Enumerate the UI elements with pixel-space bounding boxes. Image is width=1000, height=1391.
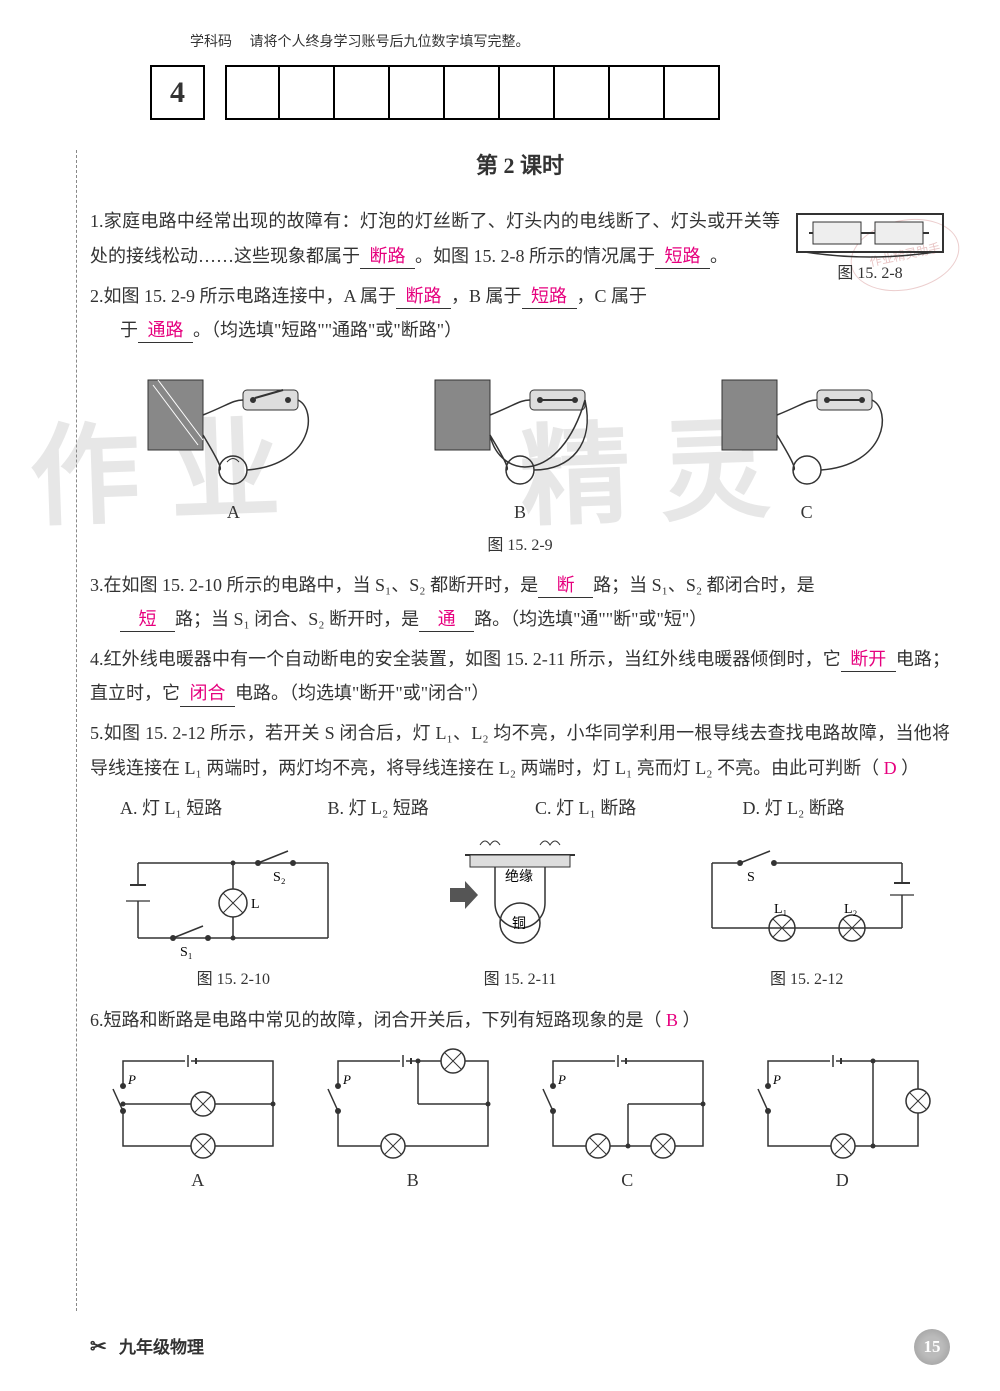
svg-text:L₂: L₂ xyxy=(844,902,858,917)
q-text: 路；当 S₁ 闭合、S₂ 断开时，是 xyxy=(175,609,419,629)
sub-label: C xyxy=(663,495,950,529)
q-number: 2. xyxy=(90,286,104,306)
svg-text:P: P xyxy=(772,1072,781,1087)
q-number: 3. xyxy=(90,575,104,595)
code-box[interactable] xyxy=(610,65,665,120)
cut-line xyxy=(76,150,77,1311)
sub-label: A xyxy=(90,495,377,529)
svg-text:铜: 铜 xyxy=(512,916,526,932)
svg-text:S₁: S₁ xyxy=(180,945,193,960)
question-3: 3.在如图 15. 2-10 所示的电路中，当 S₁、S₂ 都断开时，是断路；当… xyxy=(90,568,950,636)
q-text: ，C 属于 xyxy=(577,286,648,306)
q-text: ） xyxy=(683,1010,701,1030)
option-d: D. 灯 L₂ 断路 xyxy=(743,791,951,825)
code-box-subject: 4 xyxy=(150,65,205,120)
option-a: A. 灯 L₁ 短路 xyxy=(120,791,328,825)
q-text: 电路。（均选填"断开"或"闭合"） xyxy=(235,683,489,703)
label-b: B xyxy=(407,1163,419,1197)
grade-label: 九年级物理 xyxy=(119,1338,204,1357)
code-box[interactable] xyxy=(555,65,610,120)
svg-text:P: P xyxy=(557,1072,566,1087)
code-box-row: 4 xyxy=(150,65,950,120)
q-text: 。如图 15. 2-8 所示的情况属于 xyxy=(415,246,655,266)
label-instruction: 请将个人终身学习账号后九位数字填写完整。 xyxy=(250,35,530,50)
svg-text:P: P xyxy=(342,1072,351,1087)
answer-blank: 通 xyxy=(419,608,474,632)
answer-blank: 短 xyxy=(120,608,175,632)
answer-choice: D xyxy=(884,758,897,778)
figure-caption: 图 15. 2-12 xyxy=(663,965,950,995)
svg-text:L₁: L₁ xyxy=(774,902,787,917)
code-box[interactable] xyxy=(390,65,445,120)
svg-text:S₂: S₂ xyxy=(273,870,286,885)
q-text: 路。（均选填"通""断"或"短"） xyxy=(474,609,707,629)
figure-caption: 图 15. 2-11 xyxy=(377,965,664,995)
sub-label: B xyxy=(377,495,664,529)
option-c: C. 灯 L₁ 断路 xyxy=(535,791,743,825)
q-text: 。 xyxy=(710,246,728,266)
code-box[interactable] xyxy=(445,65,500,120)
lesson-title: 第 2 课时 xyxy=(90,145,950,187)
answer-blank: 断 xyxy=(538,574,593,598)
option-b: B. 灯 L₂ 短路 xyxy=(328,791,536,825)
q5-options: A. 灯 L₁ 短路 B. 灯 L₂ 短路 C. 灯 L₁ 断路 D. 灯 L₂… xyxy=(120,791,950,825)
answer-choice: B xyxy=(666,1010,678,1030)
figure-15-2-9: A B xyxy=(90,355,950,529)
q-text: 路；当 S₁、S₂ 都闭合时，是 xyxy=(593,575,815,595)
answer-blank: 断路 xyxy=(396,285,451,309)
q6-labels: A B C D xyxy=(90,1163,950,1197)
code-box[interactable] xyxy=(335,65,390,120)
q-number: 4. xyxy=(90,649,104,669)
label-a: A xyxy=(191,1163,204,1197)
question-4: 4.红外线电暖器中有一个自动断电的安全装置，如图 15. 2-11 所示，当红外… xyxy=(90,642,950,710)
svg-text:L: L xyxy=(251,897,260,912)
q-text: 红外线电暖器中有一个自动断电的安全装置，如图 15. 2-11 所示，当红外线电… xyxy=(104,649,841,669)
q-number: 6. xyxy=(90,1010,104,1030)
code-box[interactable] xyxy=(225,65,280,120)
q-text: 如图 15. 2-12 所示，若开关 S 闭合后，灯 L₁、L₂ 均不亮，小华同… xyxy=(90,723,950,777)
answer-blank: 闭合 xyxy=(180,682,235,706)
code-box[interactable] xyxy=(500,65,555,120)
answer-blank: 断路 xyxy=(360,245,415,269)
q-text: ，B 属于 xyxy=(451,286,522,306)
svg-text:绝缘: 绝缘 xyxy=(505,869,533,885)
figure-row-10-11-12: S₂ S₁ L 图 15. 2-10 xyxy=(90,833,950,1001)
q-text: 。（均选填"短路""通路"或"断路"） xyxy=(193,320,462,340)
svg-text:P: P xyxy=(127,1072,136,1087)
figure-caption: 图 15. 2-10 xyxy=(90,965,377,995)
question-6: 6.短路和断路是电路中常见的故障，闭合开关后，下列有短路现象的是（ B ） xyxy=(90,1003,950,1037)
page-number: 15 xyxy=(914,1329,950,1365)
scissor-icon: ✂ xyxy=(90,1336,107,1358)
q6-circuits: P P xyxy=(90,1046,950,1161)
page-footer: ✂ 九年级物理 15 xyxy=(90,1328,950,1366)
label-d: D xyxy=(836,1163,849,1197)
code-box[interactable] xyxy=(665,65,720,120)
label-c: C xyxy=(621,1163,633,1197)
figure-15-2-8: 图 15. 2-8 xyxy=(790,204,950,289)
q-text: 短路和断路是电路中常见的故障，闭合开关后，下列有短路现象的是（ xyxy=(104,1010,662,1030)
svg-text:S: S xyxy=(747,870,755,885)
header-labels: 学科码 请将个人终身学习账号后九位数字填写完整。 xyxy=(190,30,950,57)
q-text: 在如图 15. 2-10 所示的电路中，当 S₁、S₂ 都断开时，是 xyxy=(104,575,539,595)
figure-caption: 图 15. 2-8 xyxy=(790,259,950,289)
q-number: 1. xyxy=(90,211,104,231)
question-5: 5.如图 15. 2-12 所示，若开关 S 闭合后，灯 L₁、L₂ 均不亮，小… xyxy=(90,716,950,784)
answer-blank: 通路 xyxy=(138,319,193,343)
q-text: ） xyxy=(901,758,919,778)
label-subject-code: 学科码 xyxy=(190,35,232,50)
code-box[interactable] xyxy=(280,65,335,120)
figure-caption: 图 15. 2-9 xyxy=(90,531,950,561)
answer-blank: 短路 xyxy=(522,285,577,309)
q-number: 5. xyxy=(90,723,104,743)
q-text: 如图 15. 2-9 所示电路连接中，A 属于 xyxy=(104,286,397,306)
answer-blank: 短路 xyxy=(655,245,710,269)
answer-blank: 断开 xyxy=(841,648,896,672)
